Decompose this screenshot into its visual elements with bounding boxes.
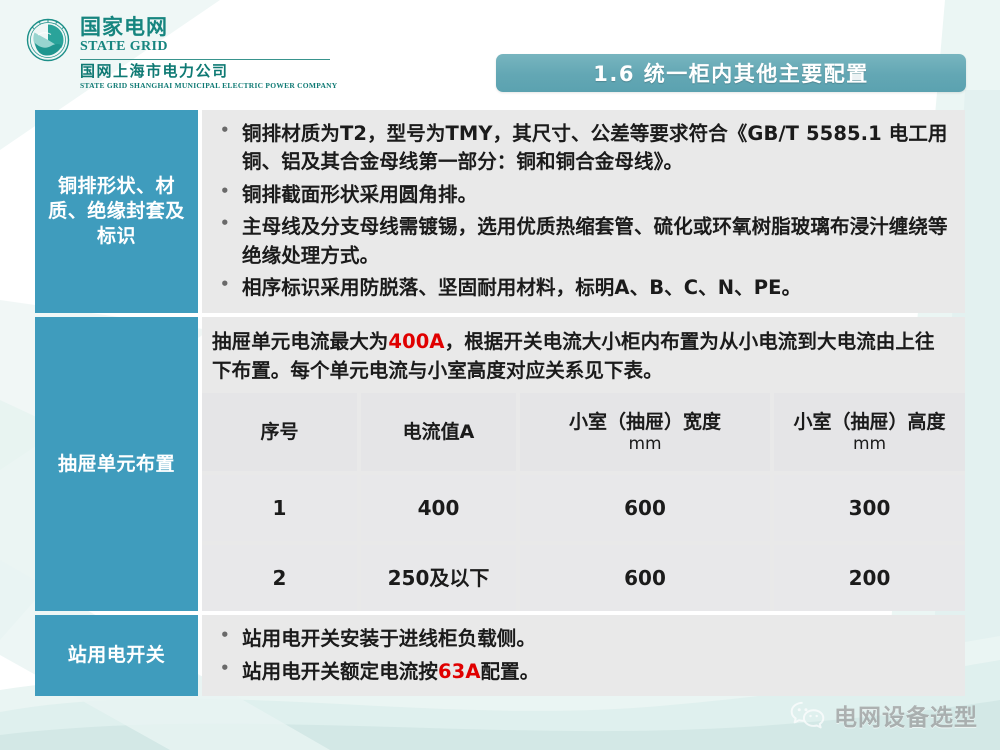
list-item: 主母线及分支母线需镀锡，选用优质热缩套管、硫化或环氧树脂玻璃布浸汁缠绕等绝缘处理… (216, 213, 951, 270)
list-item: 铜排材质为T2，型号为TMY，其尺寸、公差等要求符合《GB/T 5585.1 电… (216, 120, 951, 177)
column-header-height: 小室（抽屉）高度 mm (774, 393, 965, 472)
company-logo-block: 国家电网 STATE GRID 国网上海市电力公司 STATE GRID SHA… (26, 16, 337, 90)
table-data-row: 2 250及以下 600 200 (202, 545, 965, 612)
configuration-table: 铜排形状、材质、绝缘封套及标识 铜排材质为T2，型号为TMY，其尺寸、公差等要求… (35, 110, 965, 697)
table-row: 抽屉单元布置 抽屉单元电流最大为400A，根据开关电流大小柜内布置为从小电流到大… (35, 316, 965, 612)
list-item: 站用电开关安装于进线柜负载侧。 (216, 625, 951, 653)
subsidiary-name-cn: 国网上海市电力公司 (80, 62, 229, 81)
header-unit: mm (628, 433, 662, 454)
column-header-current: 电流值A (361, 393, 516, 472)
header-main: 小室（抽屉）高度 (793, 410, 946, 433)
row-label-drawer-unit: 抽屉单元布置 (35, 316, 198, 612)
cell-index: 2 (202, 545, 357, 612)
item-text-part1: 站用电开关安装于进线柜负载侧。 (242, 627, 537, 651)
page-title: 1.6 统一柜内其他主要配置 (593, 62, 869, 86)
header-unit: mm (852, 433, 887, 454)
brand-name-en: STATE GRID (80, 39, 168, 55)
table-data-row: 1 400 600 300 (202, 475, 965, 542)
slide-header: 国家电网 STATE GRID 国网上海市电力公司 STATE GRID SHA… (0, 0, 1000, 104)
item-text-part1: 站用电开关额定电流按 (242, 659, 439, 683)
bullet-list: 站用电开关安装于进线柜负载侧。 站用电开关额定电流按63A配置。 (202, 615, 965, 696)
header-main: 电流值A (402, 420, 475, 443)
table-row: 铜排形状、材质、绝缘封套及标识 铜排材质为T2，型号为TMY，其尺寸、公差等要求… (35, 110, 965, 313)
cell-width: 600 (520, 475, 770, 542)
column-header-index: 序号 (202, 393, 357, 472)
row-content-drawer-unit: 抽屉单元电流最大为400A，根据开关电流大小柜内布置为从小电流到大电流由上往下布… (202, 316, 965, 612)
bullet-list: 铜排材质为T2，型号为TMY，其尺寸、公差等要求符合《GB/T 5585.1 电… (202, 110, 965, 313)
cell-width: 600 (520, 545, 770, 612)
header-main: 序号 (260, 420, 299, 443)
row-label-station-switch: 站用电开关 (35, 615, 198, 697)
intro-highlight-current: 400A (388, 329, 445, 353)
watermark-label: 电网设备选型 (834, 705, 978, 731)
cell-index: 1 (202, 475, 357, 542)
table-row: 站用电开关 站用电开关安装于进线柜负载侧。 站用电开关额定电流按63A配置。 (35, 615, 965, 697)
drawer-intro-text: 抽屉单元电流最大为400A，根据开关电流大小柜内布置为从小电流到大电流由上往下布… (202, 317, 965, 394)
item-highlight-current: 63A (438, 659, 481, 683)
row-content-copper-bar: 铜排材质为T2，型号为TMY，其尺寸、公差等要求符合《GB/T 5585.1 电… (202, 110, 965, 313)
row-content-station-switch: 站用电开关安装于进线柜负载侧。 站用电开关额定电流按63A配置。 (202, 615, 965, 697)
cell-height: 200 (774, 545, 965, 612)
item-text-part2: 配置。 (480, 659, 540, 683)
slide-title-banner: 1.6 统一柜内其他主要配置 (496, 54, 966, 92)
wechat-watermark: 电网设备选型 (789, 698, 978, 732)
cell-height: 300 (774, 475, 965, 542)
row-label-copper-bar: 铜排形状、材质、绝缘封套及标识 (35, 110, 198, 313)
cell-current: 250及以下 (361, 545, 516, 612)
wechat-icon (790, 701, 825, 729)
column-header-width: 小室（抽屉）宽度 mm (520, 393, 770, 472)
cell-current: 400 (361, 475, 516, 542)
list-item: 站用电开关额定电流按63A配置。 (216, 658, 951, 686)
brand-divider (80, 59, 330, 61)
list-item: 铜排截面形状采用圆角排。 (216, 181, 951, 209)
brand-name-cn: 国家电网 (80, 15, 168, 39)
header-main: 小室（抽屉）宽度 (568, 410, 721, 433)
intro-text-part1: 抽屉单元电流最大为 (212, 329, 389, 353)
drawer-spec-table: 序号 电流值A 小室（抽屉）宽度 mm 小室（抽屉）高度 mm 1 (202, 393, 965, 612)
state-grid-globe-icon (26, 18, 70, 62)
subsidiary-name-en: STATE GRID SHANGHAI MUNICIPAL ELECTRIC P… (80, 80, 338, 90)
table-header-row: 序号 电流值A 小室（抽屉）宽度 mm 小室（抽屉）高度 mm (202, 393, 965, 472)
company-logo-text: 国家电网 STATE GRID 国网上海市电力公司 STATE GRID SHA… (80, 16, 337, 90)
list-item: 相序标识采用防脱落、坚固耐用材料，标明A、B、C、N、PE。 (216, 274, 951, 302)
